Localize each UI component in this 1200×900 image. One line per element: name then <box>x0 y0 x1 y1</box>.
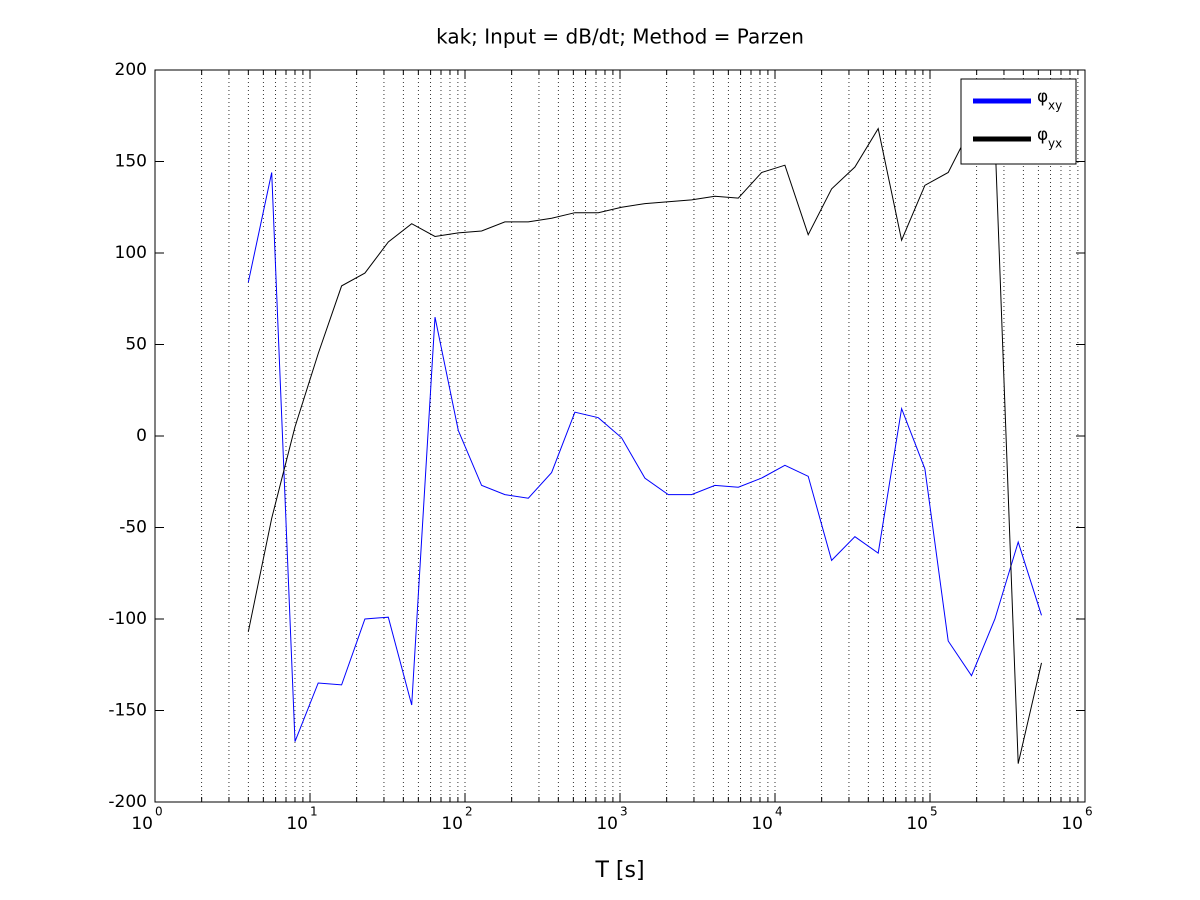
series-line <box>247 126 1042 764</box>
y-tick-label: 100 <box>115 243 147 263</box>
x-tick-exponent: 4 <box>775 805 783 819</box>
chart-title: kak; Input = dB/dt; Method = Parzen <box>436 25 804 49</box>
x-tick-label: 10 <box>131 814 153 834</box>
y-tick-label: 150 <box>115 152 147 172</box>
y-tick-label: -100 <box>108 609 147 629</box>
x-tick-exponent: 3 <box>620 805 628 819</box>
x-tick-label: 10 <box>596 814 618 834</box>
x-tick-label: 10 <box>906 814 928 834</box>
y-tick-label: -150 <box>108 701 147 721</box>
x-tick-label: 10 <box>286 814 308 834</box>
y-tick-label: -50 <box>119 518 147 538</box>
legend-subscript: yx <box>1048 137 1062 151</box>
y-tick-label: 0 <box>136 426 147 446</box>
x-axis-label: T [s] <box>594 858 644 883</box>
legend-subscript: xy <box>1048 99 1062 113</box>
x-tick-label: 10 <box>441 814 463 834</box>
x-tick-label: 10 <box>751 814 773 834</box>
x-tick-exponent: 2 <box>465 805 473 819</box>
legend-box <box>960 78 1077 165</box>
y-tick-label: 50 <box>125 335 147 355</box>
legend-label: φ <box>1037 87 1048 107</box>
legend-label: φ <box>1037 125 1048 145</box>
x-tick-label: 10 <box>1061 814 1083 834</box>
x-tick-exponent: 1 <box>310 805 318 819</box>
series-line <box>247 172 1042 742</box>
x-tick-exponent: 5 <box>930 805 938 819</box>
y-tick-label: -200 <box>108 792 147 812</box>
y-tick-label: 200 <box>115 60 147 80</box>
x-tick-exponent: 0 <box>155 805 163 819</box>
plot-frame <box>154 69 1086 803</box>
x-tick-exponent: 6 <box>1085 805 1093 819</box>
